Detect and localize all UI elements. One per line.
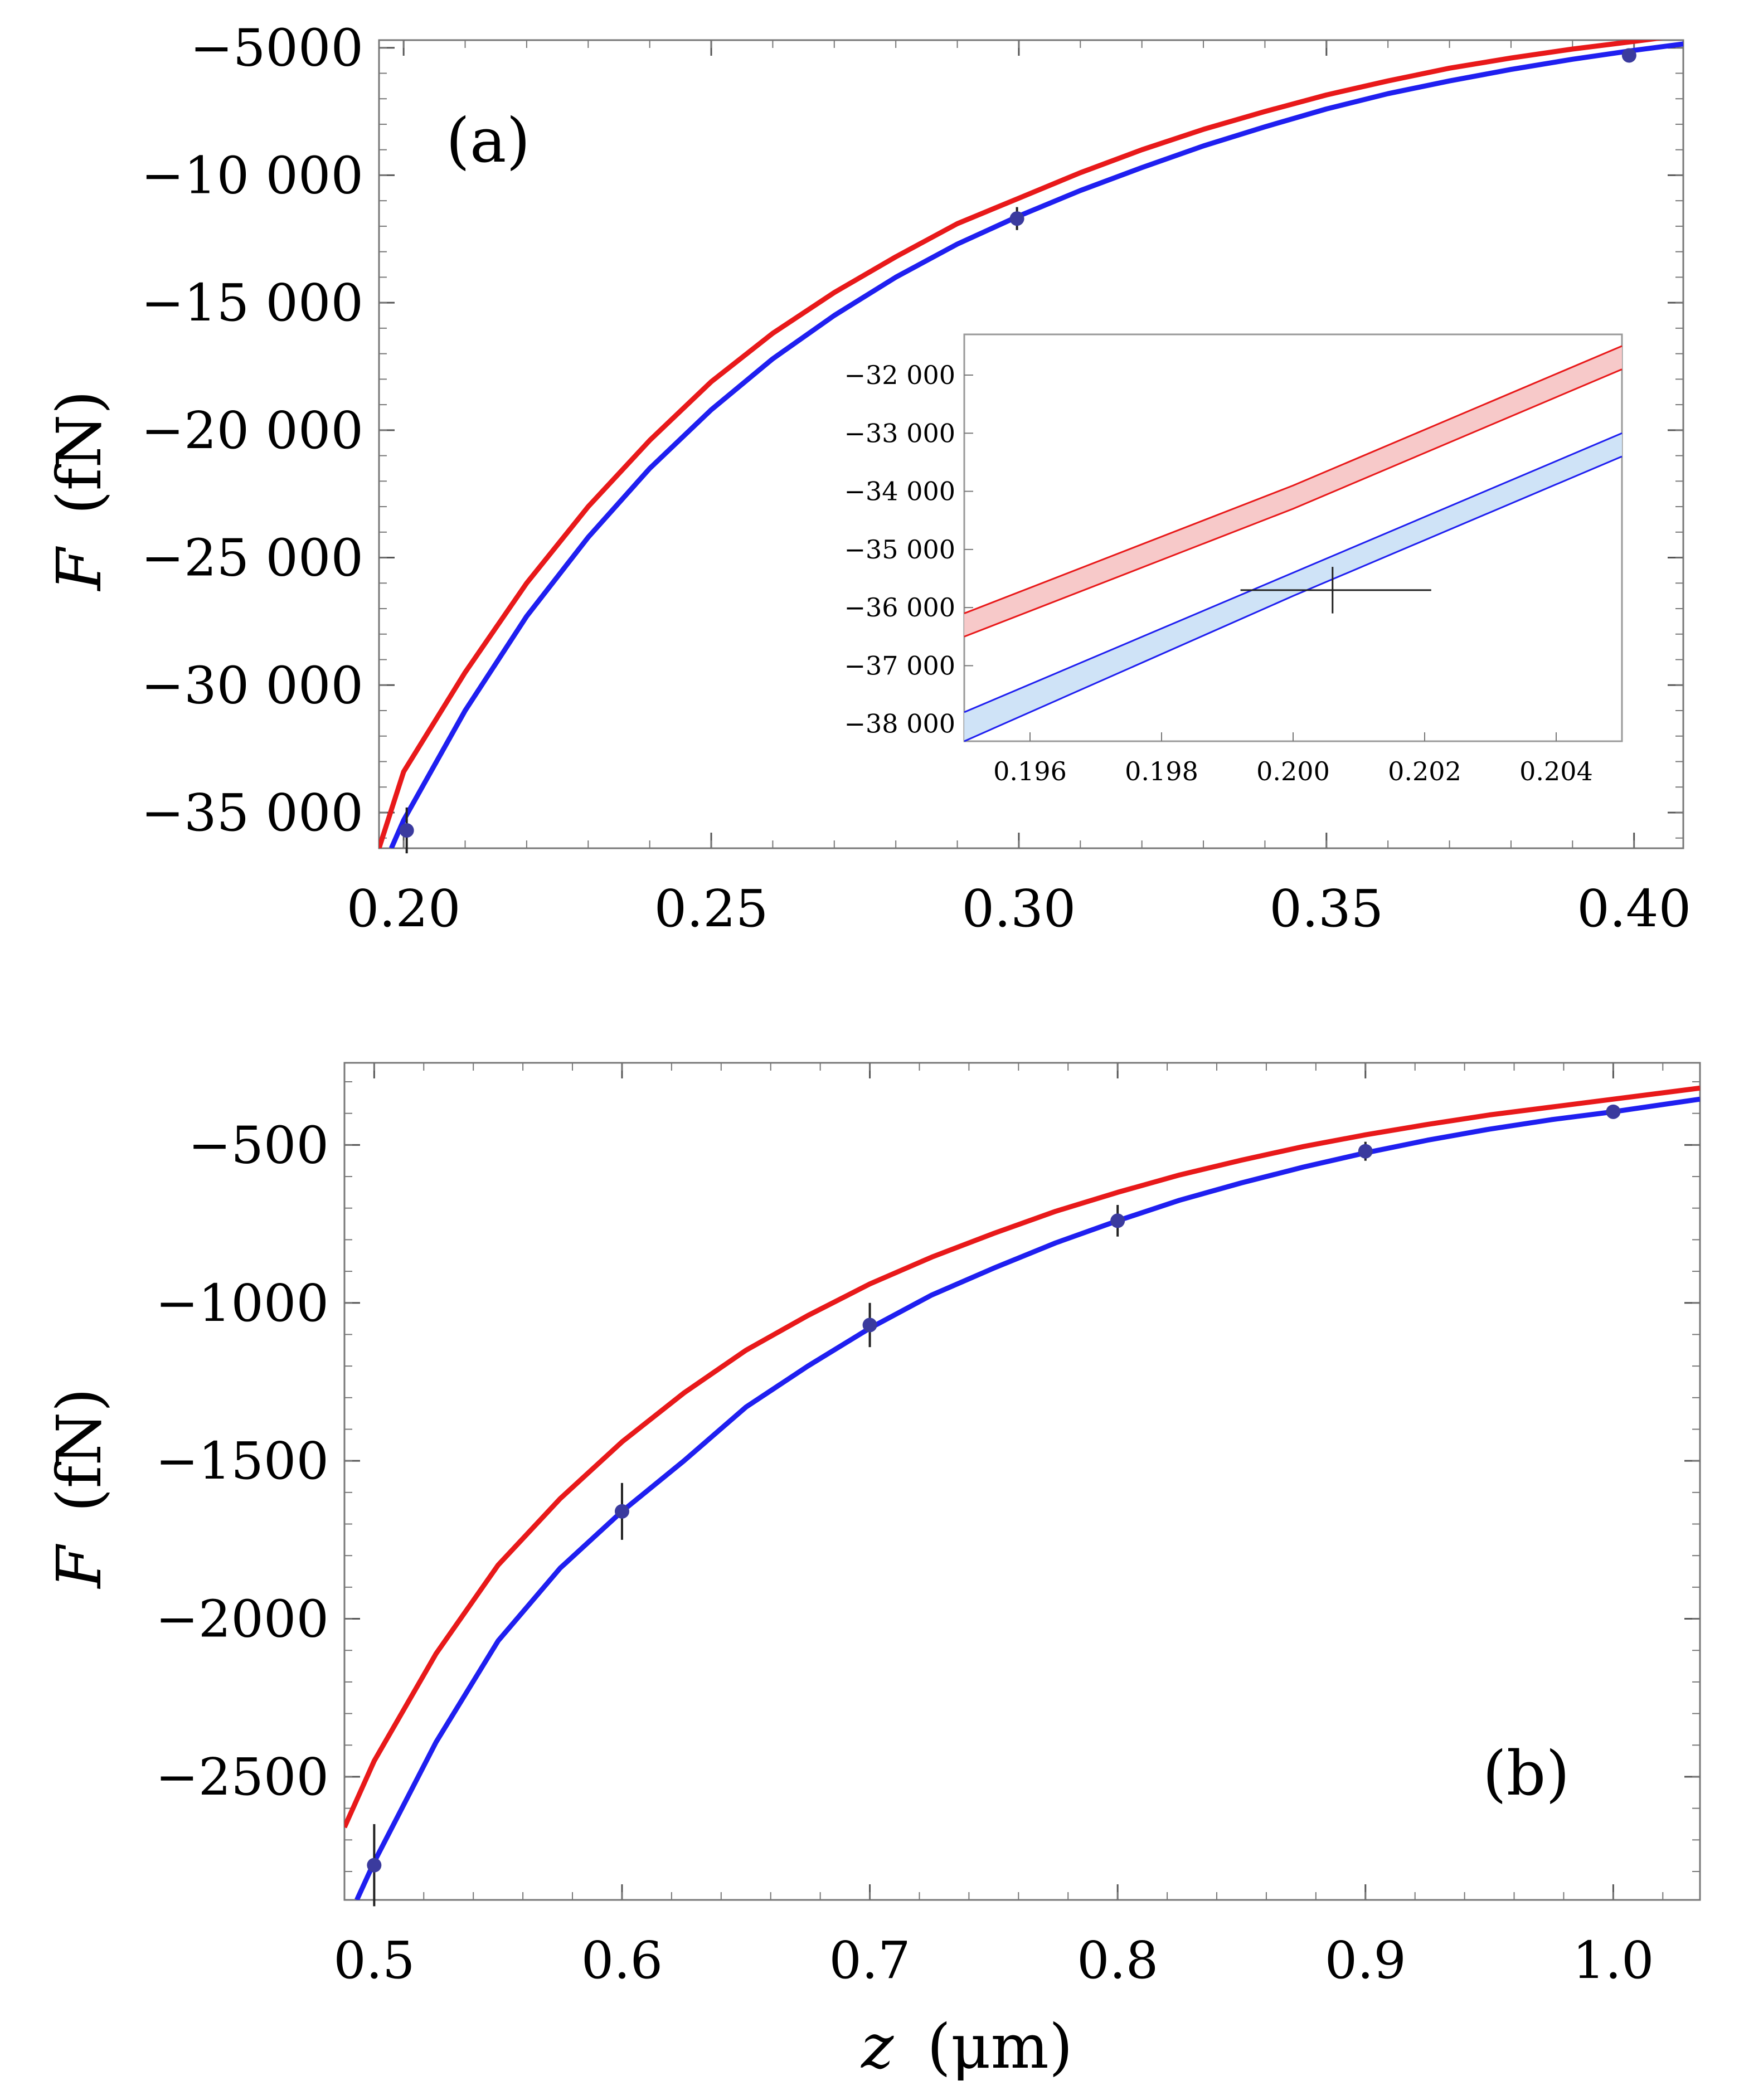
y-tick-label: −10 000 bbox=[141, 145, 363, 205]
panel-b: −500 −1000 −1500 −2000 −2500 0.5 0.6 0.7 0.8 0.9… bbox=[156, 1062, 1701, 1990]
data-point bbox=[1110, 1213, 1125, 1228]
x-tick-label: 0.7 bbox=[829, 1931, 910, 1990]
inset-x-tick-label: 0.196 bbox=[993, 756, 1067, 786]
inset-y-tick-label: −37 000 bbox=[844, 650, 956, 680]
inset-band-fill bbox=[964, 433, 1622, 741]
y-tick-label: −15 000 bbox=[141, 273, 363, 333]
data-point bbox=[614, 1504, 629, 1519]
x-tick-label: 0.40 bbox=[1577, 879, 1691, 939]
x-tick-label: 0.30 bbox=[962, 879, 1076, 939]
y-tick-label: −20 000 bbox=[141, 401, 363, 460]
inset-x-tick-label: 0.198 bbox=[1125, 756, 1198, 786]
x-tick-label: 0.20 bbox=[347, 879, 461, 939]
inset-y-tick-label: −32 000 bbox=[844, 360, 956, 390]
series-line-upper bbox=[379, 40, 1664, 848]
ylabel-a-symbol: F bbox=[43, 546, 115, 592]
inset-y-tick-label: −34 000 bbox=[844, 477, 956, 507]
y-tick-label: −25 000 bbox=[141, 528, 363, 588]
svg-text:F (fN): F (fN) bbox=[43, 1388, 115, 1589]
data-point bbox=[1358, 1144, 1373, 1159]
x-tick-label: 1.0 bbox=[1572, 1931, 1654, 1990]
inset-chart: −32 000 −33 000 −34 000 −35 000 −36 000 −37 0… bbox=[844, 333, 1623, 786]
inset-y-tick-label: −35 000 bbox=[844, 534, 956, 565]
x-tick-label: 0.35 bbox=[1269, 879, 1383, 939]
inset-x-tick-label: 0.200 bbox=[1256, 756, 1330, 786]
inset-band-top-line bbox=[964, 345, 1623, 614]
data-point bbox=[1009, 211, 1024, 226]
y-tick-label: −500 bbox=[188, 1115, 329, 1175]
y-tick-label: −1500 bbox=[156, 1431, 329, 1491]
svg-text:F (fN): F (fN) bbox=[43, 390, 115, 591]
panel-a-frame bbox=[378, 39, 1684, 849]
x-tick-label: 0.8 bbox=[1077, 1931, 1158, 1990]
panel-a-label: (a) bbox=[446, 105, 530, 176]
ylabel-a-unit: (fN) bbox=[43, 390, 115, 514]
data-point bbox=[1621, 48, 1636, 63]
y-tick-label: −5000 bbox=[190, 18, 363, 78]
y-tick-label: −30 000 bbox=[141, 655, 363, 715]
inset-x-tick-label: 0.202 bbox=[1388, 756, 1461, 786]
inset-y-tick-label: −36 000 bbox=[844, 592, 956, 623]
x-tick-label: 0.9 bbox=[1325, 1931, 1406, 1990]
xlabel: z (μm) bbox=[860, 2011, 1073, 2082]
y-tick-label: −35 000 bbox=[141, 783, 363, 843]
data-point bbox=[399, 823, 414, 838]
panel-b-label: (b) bbox=[1483, 1738, 1570, 1809]
series-line-lower bbox=[354, 1096, 1700, 1900]
inset-band-bottom-line bbox=[964, 455, 1623, 742]
inset-y-tick-label: −33 000 bbox=[844, 418, 956, 448]
data-point bbox=[862, 1318, 877, 1333]
panel-a: −5000 −10 000 −15 000 −20 000 −25 000 −30 000… bbox=[141, 18, 1691, 939]
x-tick-label: 0.25 bbox=[654, 879, 769, 939]
data-point bbox=[367, 1858, 382, 1873]
inset-x-tick-label: 0.204 bbox=[1519, 756, 1593, 786]
panel-b-frame bbox=[343, 1062, 1701, 1901]
ylabel-b: F (fN) bbox=[43, 1388, 115, 1589]
inset-band-fill bbox=[964, 346, 1622, 637]
ylabel-b-unit: (fN) bbox=[43, 1388, 115, 1512]
ylabel-b-symbol: F bbox=[43, 1544, 115, 1589]
inset-band-bottom-line bbox=[964, 368, 1623, 638]
xlabel-unit: (μm) bbox=[927, 2011, 1073, 2082]
series-line-upper bbox=[344, 1085, 1700, 1829]
y-tick-label: −1000 bbox=[156, 1273, 329, 1333]
xlabel-symbol: z bbox=[860, 2011, 894, 2082]
x-tick-label: 0.5 bbox=[333, 1931, 415, 1990]
y-tick-label: −2000 bbox=[156, 1589, 329, 1649]
x-tick-label: 0.6 bbox=[581, 1931, 663, 1990]
ylabel-a: F (fN) bbox=[43, 390, 115, 591]
data-point bbox=[1606, 1104, 1621, 1119]
inset-y-tick-label: −38 000 bbox=[844, 709, 956, 739]
y-tick-label: −2500 bbox=[156, 1747, 329, 1807]
inset-band-top-line bbox=[964, 432, 1623, 713]
